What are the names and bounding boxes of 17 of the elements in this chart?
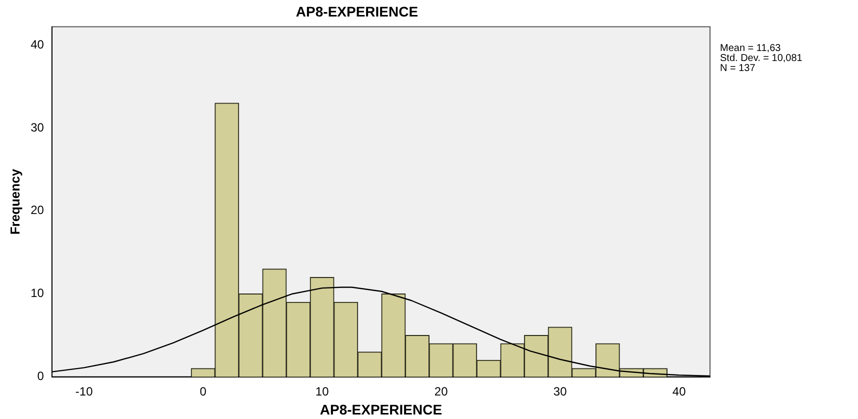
- chart-title: AP8-EXPERIENCE: [296, 3, 418, 20]
- x-tick-label: 40: [672, 384, 686, 398]
- text: Std. Dev. = 10,081: [720, 53, 802, 64]
- y-tick-label: 20: [30, 203, 44, 218]
- x-tick-label: 30: [553, 384, 568, 398]
- x-axis-title: AP8-EXPERIENCE: [320, 401, 442, 418]
- text: Mean = 11,63: [720, 43, 782, 54]
- y-axis-title: Frequency: [7, 168, 22, 235]
- x-tick-label: 0: [200, 384, 207, 398]
- x-tick-label: 20: [434, 384, 448, 398]
- y-tick-label: 40: [30, 37, 44, 52]
- y-tick-label: 0: [37, 369, 44, 384]
- x-tick-label: 10: [315, 384, 330, 398]
- x-tick-label: -10: [75, 384, 94, 398]
- y-tick-label: 10: [30, 286, 44, 300]
- y-tick-label: 30: [30, 120, 44, 134]
- text: N = 137: [720, 63, 756, 74]
